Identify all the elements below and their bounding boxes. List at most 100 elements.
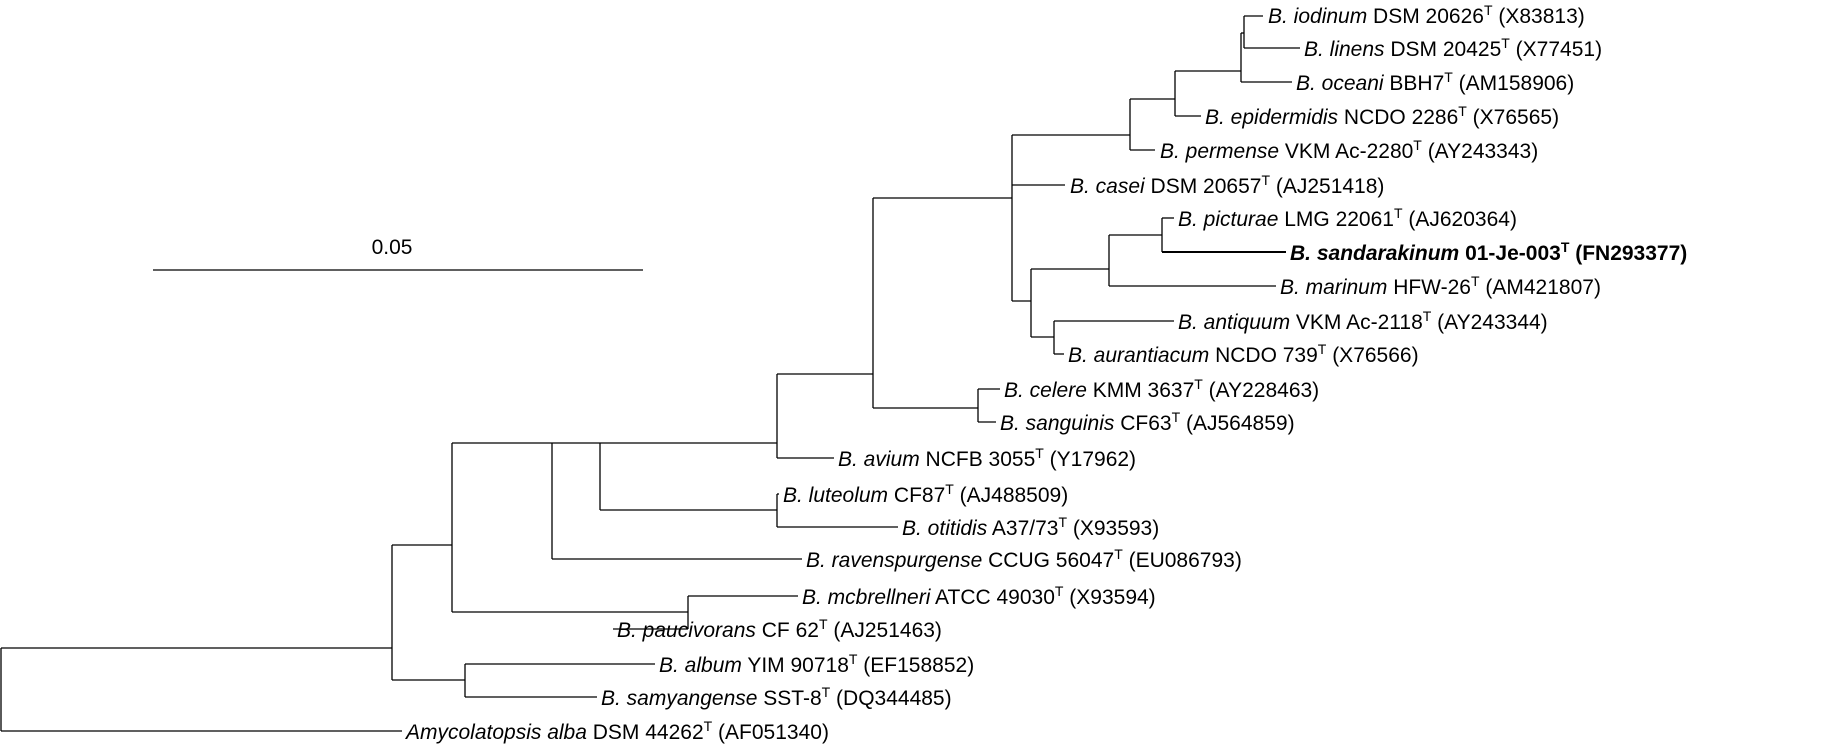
strain-designation: NCDO 739	[1209, 344, 1318, 367]
leaf-label-paucivorans: B. paucivorans CF 62T (AJ251463)	[617, 616, 942, 642]
leaf-label-celere: B. celere KMM 3637T (AY228463)	[1004, 376, 1319, 402]
accession-number: (AJ251418)	[1270, 175, 1384, 198]
accession-number: (X93594)	[1063, 586, 1155, 609]
leaf-label-casei: B. casei DSM 20657T (AJ251418)	[1070, 172, 1384, 198]
leaf-label-permense: B. permense VKM Ac-2280T (AY243343)	[1160, 137, 1538, 163]
type-strain-mark: T	[945, 481, 954, 497]
taxon-name: B. linens	[1304, 38, 1385, 61]
taxon-name: B. marinum	[1280, 276, 1387, 299]
accession-number: (EU086793)	[1123, 549, 1242, 572]
taxon-name: B. aurantiacum	[1068, 344, 1209, 367]
type-strain-mark: T	[704, 718, 713, 734]
type-strain-mark: T	[1561, 239, 1570, 255]
leaf-label-epidermidis: B. epidermidis NCDO 2286T (X76565)	[1205, 103, 1559, 129]
leaf-label-otitidis: B. otitidis A37/73T (X93593)	[902, 514, 1159, 540]
strain-designation: DSM 20425	[1385, 38, 1502, 61]
strain-designation: VKM Ac-2280	[1279, 140, 1413, 163]
accession-number: (X77451)	[1510, 38, 1602, 61]
type-strain-mark: T	[1055, 583, 1064, 599]
taxon-name: B. casei	[1070, 175, 1146, 198]
type-strain-mark: T	[1444, 69, 1453, 85]
taxon-name: B. otitidis	[902, 517, 988, 540]
scale-bar: 0.05	[153, 236, 643, 271]
strain-designation: LMG 22061	[1278, 208, 1394, 231]
accession-number: (AJ488509)	[954, 484, 1068, 507]
accession-number: (X93593)	[1067, 517, 1159, 540]
tree-branches	[0, 15, 1300, 732]
accession-number: (AM421807)	[1480, 276, 1601, 299]
taxon-name: B. mcbrellneri	[802, 586, 932, 609]
strain-designation: CF63	[1114, 412, 1171, 435]
strain-designation: CCUG 56047	[982, 549, 1114, 572]
taxon-name: B. samyangense	[601, 687, 757, 710]
type-strain-mark: T	[1318, 341, 1327, 357]
leaf-label-aurantiacum: B. aurantiacum NCDO 739T (X76566)	[1068, 341, 1419, 367]
leaf-label-luteolum: B. luteolum CF87T (AJ488509)	[783, 481, 1068, 507]
taxon-name: B. ravenspurgense	[806, 549, 982, 572]
taxon-name: Amycolatopsis alba	[404, 721, 587, 744]
strain-designation: A37/73	[987, 517, 1058, 540]
strain-designation: YIM 90718	[742, 654, 849, 677]
taxon-name: B. celere	[1004, 379, 1087, 402]
taxon-name: B. album	[659, 654, 742, 677]
type-strain-mark: T	[1058, 514, 1067, 530]
type-strain-mark: T	[1114, 546, 1123, 562]
accession-number: (Y17962)	[1044, 448, 1136, 471]
accession-number: (AY228463)	[1203, 379, 1319, 402]
strain-designation: SST-8	[757, 687, 821, 710]
leaf-label-sanguinis: B. sanguinis CF63T (AJ564859)	[1000, 409, 1295, 435]
type-strain-mark: T	[1501, 35, 1510, 51]
strain-designation: CF 62	[756, 619, 819, 642]
strain-designation: HFW-26	[1387, 276, 1471, 299]
accession-number: (AJ564859)	[1180, 412, 1294, 435]
strain-designation: 01-Je-003	[1459, 242, 1561, 265]
taxon-name: B. sanguinis	[1000, 412, 1115, 435]
type-strain-mark: T	[849, 651, 858, 667]
accession-number: (X76565)	[1467, 106, 1559, 129]
type-strain-mark: T	[1484, 2, 1493, 18]
taxon-name: B. antiquum	[1178, 311, 1290, 334]
leaf-label-linens: B. linens DSM 20425T (X77451)	[1304, 35, 1602, 61]
strain-designation: VKM Ac-2118	[1290, 311, 1423, 334]
taxon-name: B. avium	[838, 448, 920, 471]
type-strain-mark: T	[1423, 308, 1432, 324]
strain-designation: BBH7	[1384, 72, 1445, 95]
strain-designation: NCDO 2286	[1338, 106, 1458, 129]
leaf-label-oceani: B. oceani BBH7T (AM158906)	[1296, 69, 1574, 95]
leaf-label-picturae: B. picturae LMG 22061T (AJ620364)	[1178, 205, 1517, 231]
type-strain-mark: T	[1471, 273, 1480, 289]
taxon-name: B. permense	[1160, 140, 1279, 163]
taxon-name: B. luteolum	[783, 484, 888, 507]
type-strain-mark: T	[1413, 137, 1422, 153]
scale-bar-label: 0.05	[372, 236, 413, 259]
taxon-name: B. iodinum	[1268, 5, 1367, 28]
leaf-label-avium: B. avium NCFB 3055T (Y17962)	[838, 445, 1136, 471]
taxon-name: B. paucivorans	[617, 619, 756, 642]
strain-designation: DSM 44262	[587, 721, 704, 744]
accession-number: (X76566)	[1326, 344, 1418, 367]
leaf-labels: B. iodinum DSM 20626T (X83813)B. linens …	[404, 2, 1687, 744]
leaf-label-samyangense: B. samyangense SST-8T (DQ344485)	[601, 684, 952, 710]
taxon-name: B. sandarakinum	[1290, 242, 1459, 265]
accession-number: (X83813)	[1493, 5, 1585, 28]
type-strain-mark: T	[822, 684, 831, 700]
accession-number: (AJ620364)	[1403, 208, 1517, 231]
strain-designation: CF87	[888, 484, 945, 507]
type-strain-mark: T	[1261, 172, 1270, 188]
leaf-label-marinum: B. marinum HFW-26T (AM421807)	[1280, 273, 1601, 299]
accession-number: (AY243343)	[1422, 140, 1538, 163]
strain-designation: KMM 3637	[1087, 379, 1194, 402]
leaf-label-iodinum: B. iodinum DSM 20626T (X83813)	[1268, 2, 1585, 28]
accession-number: (EF158852)	[857, 654, 974, 677]
type-strain-mark: T	[1035, 445, 1044, 461]
accession-number: (AY243344)	[1431, 311, 1547, 334]
strain-designation: NCFB 3055	[920, 448, 1036, 471]
taxon-name: B. epidermidis	[1205, 106, 1339, 129]
leaf-label-antiquum: B. antiquum VKM Ac-2118T (AY243344)	[1178, 308, 1548, 334]
type-strain-mark: T	[1194, 376, 1203, 392]
type-strain-mark: T	[819, 616, 828, 632]
strain-designation: DSM 20657	[1145, 175, 1262, 198]
accession-number: (AF051340)	[712, 721, 829, 744]
strain-designation: DSM 20626	[1367, 5, 1484, 28]
